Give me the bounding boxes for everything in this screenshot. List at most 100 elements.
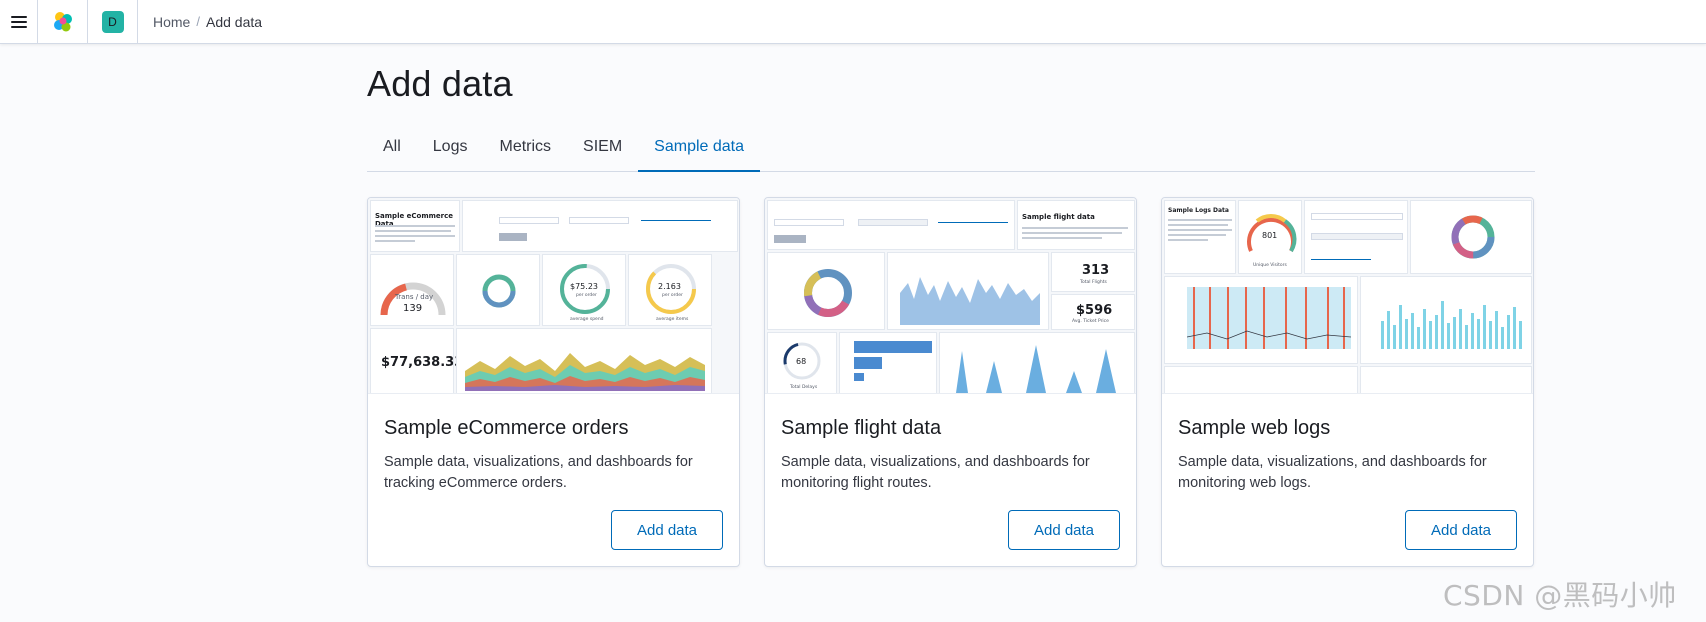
tab-siem[interactable]: SIEM: [583, 138, 623, 155]
watermark: CSDN @黑码小帅: [1443, 579, 1677, 612]
sample-data-cards: Sample eCommerce Data Trans / day 139: [367, 197, 1535, 567]
hamburger-menu-button[interactable]: [0, 0, 38, 44]
kibana-logo-icon: [53, 11, 72, 31]
tab-bar: All Logs Metrics SIEM Sample data: [367, 128, 1535, 172]
preview-items-caption: average items: [656, 317, 689, 322]
preview-area-chart: [465, 353, 705, 391]
preview-avg-price-panel: $596 Avg. Ticket Price: [1051, 294, 1135, 330]
preview-select: [774, 219, 844, 226]
ecommerce-card: Sample eCommerce Data Trans / day 139: [367, 197, 740, 567]
preview-area-chart: [900, 277, 1040, 325]
preview-delays-label: Total Delays: [790, 385, 818, 390]
preview-text-line: [375, 240, 415, 242]
hamburger-menu-icon: [10, 13, 27, 31]
preview-visitors-value: 801: [1262, 231, 1278, 240]
preview-slider: [1311, 259, 1371, 260]
space-selector[interactable]: D: [88, 0, 138, 44]
preview-delays-panel: 68 Total Delays: [767, 332, 837, 393]
preview-ring-sub: per order: [576, 293, 597, 298]
preview-controls-panel: [767, 200, 1015, 250]
card-description: Sample data, visualizations, and dashboa…: [1178, 454, 1487, 491]
add-flight-data-button[interactable]: Add data: [1008, 510, 1120, 550]
add-ecommerce-data-button[interactable]: Add data: [611, 510, 723, 550]
preview-os-pie-chart: [1451, 215, 1495, 259]
preview-bar: [854, 357, 882, 369]
preview-text-line: [1168, 224, 1228, 226]
tab-all[interactable]: All: [383, 138, 401, 155]
preview-select: [569, 217, 629, 224]
preview-avg-price: $596: [1076, 303, 1113, 318]
preview-items-sub: per order: [662, 293, 683, 298]
preview-delays-ring: [783, 342, 821, 380]
preview-gauge-value: 139: [403, 303, 423, 314]
preview-ring-chart: [560, 264, 610, 314]
preview-select: [499, 217, 559, 224]
preview-spike-chart: [956, 345, 1130, 393]
preview-heading: Sample eCommerce Data: [375, 212, 454, 228]
preview-markdown-panel: Sample Logs Data: [1164, 200, 1236, 274]
preview-select: [1311, 213, 1403, 220]
preview-ring-panel: $75.23 per order average spend: [542, 254, 626, 326]
preview-visitors-gauge: [1247, 213, 1297, 253]
preview-visitors-caption: Unique Visitors: [1253, 263, 1287, 268]
preview-select: [858, 219, 928, 226]
preview-ring-value: $75.23: [570, 282, 598, 291]
preview-heading: Sample Logs Data: [1168, 207, 1229, 214]
preview-select: [1311, 233, 1403, 240]
preview-donut-chart: [482, 274, 516, 308]
preview-pie-panel: [1410, 200, 1532, 274]
preview-response-chart-panel: [1164, 276, 1358, 364]
preview-text-line: [1022, 227, 1128, 229]
preview-total-flights-panel: 313 Total Flights: [1051, 252, 1135, 292]
preview-delays-value: 68: [796, 357, 807, 366]
weblogs-dashboard-preview: Sample Logs Data 801 Unique Visitors: [1162, 198, 1533, 394]
preview-controls-panel: [462, 200, 738, 252]
preview-delays-chart-panel: [939, 332, 1135, 393]
breadcrumb: Home / Add data: [153, 14, 262, 30]
space-avatar: D: [101, 10, 124, 33]
breadcrumb-separator: /: [196, 14, 200, 29]
ecommerce-dashboard-preview: Sample eCommerce Data Trans / day 139: [368, 198, 739, 394]
card-title: Sample web logs: [1178, 417, 1331, 439]
preview-gauge-panel: Trans / day 139: [370, 254, 454, 326]
preview-slider: [938, 222, 1008, 223]
top-header: D Home / Add data: [0, 0, 1706, 44]
page-title: Add data: [367, 63, 513, 104]
preview-response-bars: [1187, 287, 1351, 349]
preview-items-value: 2.163: [658, 282, 681, 291]
preview-text-line: [375, 230, 451, 232]
card-description: Sample data, visualizations, and dashboa…: [781, 454, 1090, 491]
preview-total-flights-label: Total Flights: [1080, 280, 1107, 285]
preview-slider: [641, 220, 711, 221]
flight-card: Sample flight data 313 T: [764, 197, 1137, 567]
tab-sample-data[interactable]: Sample data: [638, 128, 761, 172]
tab-logs[interactable]: Logs: [432, 138, 468, 155]
preview-line-panel: [887, 252, 1049, 330]
tab-metrics[interactable]: Metrics: [499, 138, 552, 155]
preview-text-line: [1168, 239, 1208, 241]
kibana-logo-button[interactable]: [38, 0, 88, 44]
preview-bar: [854, 373, 864, 381]
preview-total-flights: 313: [1082, 263, 1110, 278]
preview-pie-panel: [767, 252, 885, 330]
preview-heading: Sample flight data: [1022, 213, 1095, 221]
card-title: Sample eCommerce orders: [384, 417, 629, 439]
preview-text-line: [375, 235, 455, 237]
preview-text-line: [1168, 234, 1226, 236]
preview-donut-panel: [456, 254, 540, 326]
preview-pie-chart: [804, 269, 852, 317]
preview-text-line: [1168, 219, 1232, 221]
preview-area-chart-panel: [456, 328, 712, 393]
add-weblogs-data-button[interactable]: Add data: [1405, 510, 1517, 550]
preview-visitors-chart-panel: [1360, 276, 1532, 364]
breadcrumb-current: Add data: [205, 13, 263, 30]
preview-gauge-label: Trans / day: [395, 293, 434, 301]
preview-text-line: [1022, 232, 1122, 234]
weblogs-card: Sample Logs Data 801 Unique Visitors: [1161, 197, 1534, 567]
preview-revenue-panel: $77,638.33: [370, 328, 463, 393]
preview-response-area: [1187, 287, 1351, 349]
flight-dashboard-preview: Sample flight data 313 T: [765, 198, 1136, 394]
breadcrumb-home-link[interactable]: Home: [153, 13, 191, 30]
preview-text-line: [1022, 237, 1102, 239]
preview-visitors-bars: [1381, 301, 1522, 349]
